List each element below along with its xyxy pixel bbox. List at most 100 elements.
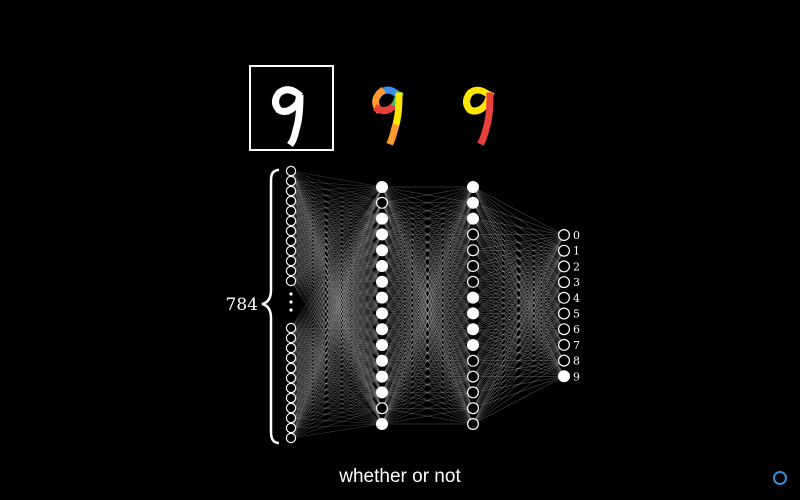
connection-line: [290, 260, 383, 346]
connection-line: [290, 265, 383, 399]
connection-line: [290, 313, 383, 369]
connection-line: [290, 360, 383, 419]
connection-line: [381, 281, 474, 361]
connection-line: [290, 265, 383, 379]
input-neuron: [285, 265, 297, 277]
connection-line: [381, 186, 474, 361]
connection-line: [472, 234, 565, 361]
connection-line: [381, 202, 474, 393]
connection-line: [290, 250, 383, 369]
connection-line: [290, 327, 383, 377]
network-connections: [290, 170, 565, 439]
output-digit-label: 9: [573, 370, 580, 383]
connection-line: [381, 250, 474, 330]
connection-line: [290, 281, 383, 349]
connection-line: [290, 367, 383, 409]
connection-line: [290, 234, 383, 282]
connection-line: [290, 186, 383, 399]
hidden1-neuron: [376, 402, 389, 415]
connection-line: [290, 186, 383, 349]
connection-line: [290, 397, 383, 409]
connection-line: [381, 250, 474, 377]
connection-line: [290, 329, 383, 419]
connection-line: [381, 202, 474, 282]
output-digit-label: 5: [573, 308, 580, 321]
connection-line: [290, 297, 383, 359]
connection-line: [290, 357, 383, 425]
connection-line: [290, 202, 383, 242]
connection-line: [381, 313, 474, 377]
connection-line: [381, 202, 474, 346]
connection-line: [381, 265, 474, 346]
connection-line: [290, 170, 383, 361]
input-layer-brace: [261, 168, 280, 445]
connection-line: [290, 313, 383, 419]
connection-line: [290, 186, 383, 379]
connection-line: [381, 313, 474, 362]
connection-line: [290, 280, 383, 298]
connection-line: [290, 313, 383, 349]
connection-line: [381, 281, 474, 298]
connection-line: [290, 280, 383, 409]
connection-line: [381, 186, 474, 330]
connection-line: [290, 200, 383, 282]
connection-line: [290, 360, 383, 409]
connection-line: [290, 218, 383, 282]
connection-line: [290, 186, 383, 192]
hidden1-neuron: [376, 386, 389, 399]
connection-line: [381, 250, 474, 409]
connection-line: [381, 360, 474, 409]
connection-line: [290, 265, 383, 389]
connection-line: [381, 328, 474, 377]
connection-line: [290, 234, 383, 439]
connection-line: [381, 234, 474, 377]
connection-line: [290, 190, 383, 361]
connection-line: [381, 186, 474, 377]
connection-line: [290, 357, 383, 362]
connection-line: [290, 200, 383, 409]
input-neuron: [285, 165, 297, 177]
connection-line: [290, 377, 383, 425]
connection-line: [381, 297, 474, 377]
multicolor-digit-nine: [372, 86, 404, 146]
connection-line: [381, 202, 474, 361]
connection-line: [290, 230, 383, 393]
connection-line: [290, 202, 383, 212]
connection-line: [290, 265, 383, 409]
connection-line: [290, 329, 383, 409]
connection-line: [381, 360, 474, 393]
connection-line: [290, 297, 383, 369]
connection-line: [381, 281, 474, 346]
connection-line: [381, 265, 474, 361]
connection-line: [290, 360, 383, 399]
connection-line: [290, 220, 383, 267]
connection-line: [290, 265, 383, 282]
connection-line: [381, 234, 474, 425]
input-neuron: [285, 195, 297, 207]
connection-line: [290, 186, 383, 419]
connection-line: [381, 297, 474, 409]
hidden2-neuron: [467, 244, 480, 257]
connection-line: [290, 250, 383, 329]
connection-line: [381, 265, 474, 330]
connection-line: [290, 250, 383, 439]
hidden2-neuron: [467, 418, 480, 431]
connection-line: [381, 202, 474, 298]
connection-line: [381, 376, 474, 409]
connection-line: [381, 250, 474, 361]
connection-line: [290, 218, 383, 232]
connection-line: [381, 234, 474, 361]
connection-line: [290, 344, 383, 349]
connection-line: [290, 376, 383, 439]
output-neuron: [557, 276, 570, 289]
connection-line: [290, 344, 383, 429]
connection-line: [381, 186, 474, 251]
connection-line: [290, 313, 383, 359]
hidden1-neuron: [376, 181, 389, 194]
connection-line: [290, 170, 383, 188]
connection-line: [290, 202, 383, 419]
connection-line: [381, 328, 474, 346]
connection-line: [381, 234, 474, 267]
connection-line: [290, 186, 383, 262]
connection-line: [381, 234, 474, 409]
